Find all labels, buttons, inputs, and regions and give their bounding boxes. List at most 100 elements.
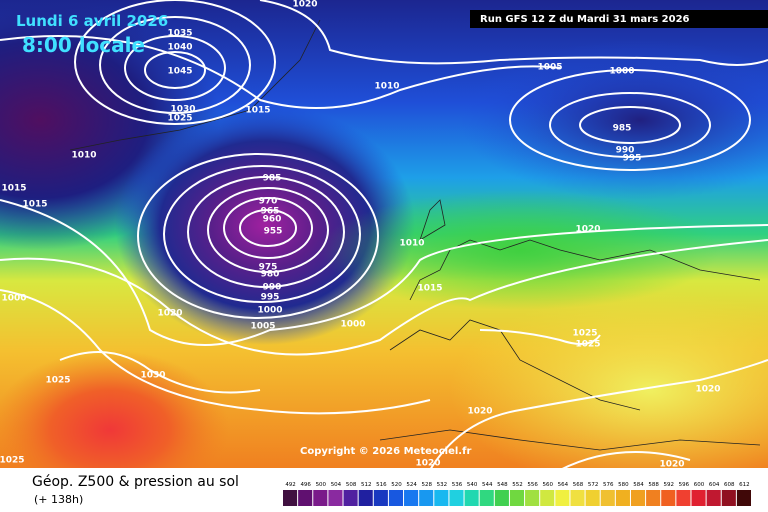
isobar-label: 985	[613, 124, 632, 134]
run-text: Run GFS 12 Z du Mardi 31 mars 2026	[480, 14, 690, 25]
colorbar-swatch	[721, 490, 736, 506]
colorbar-label: 552	[512, 482, 523, 488]
colorbar-swatch	[313, 490, 328, 506]
isobar-label: 980	[261, 270, 280, 280]
colorbar-swatch	[676, 490, 691, 506]
isobar-label: 1005	[250, 322, 275, 332]
isobar-label: 1010	[374, 82, 399, 92]
colorbar-swatch	[540, 490, 555, 506]
isobar-label: 1025	[45, 376, 70, 386]
isobar-label: 955	[264, 227, 283, 237]
isobar-label: 1000	[609, 67, 634, 77]
colorbar-swatch	[691, 490, 706, 506]
colorbar-swatch	[706, 490, 721, 506]
colorbar-swatch	[298, 490, 313, 506]
colorbar: 492 496 500 504 508 512 516 520 524 528 532 536 540 5…	[283, 482, 751, 506]
footer-title: Géop. Z500 & pression au sol	[32, 474, 239, 490]
isobar-label: 990	[616, 146, 635, 156]
isobar-label: 985	[263, 174, 282, 184]
colorbar-swatch	[358, 490, 373, 506]
colorbar-swatch	[600, 490, 615, 506]
colorbar-label: 560	[543, 482, 554, 488]
isobar-label: 1025	[167, 114, 192, 124]
colorbar-label: 520	[391, 482, 402, 488]
isobar-label: 1000	[340, 320, 365, 330]
isobar-label: 975	[259, 263, 278, 273]
isobar-label: 995	[623, 154, 642, 164]
isobar-label: 1020	[415, 459, 440, 469]
colorbar-label: 504	[331, 482, 342, 488]
isobar-label: 1000	[1, 294, 26, 304]
colorbar-label: 516	[376, 482, 387, 488]
colorbar-swatch	[373, 490, 388, 506]
colorbar-label: 584	[633, 482, 644, 488]
colorbar-label: 532	[437, 482, 448, 488]
isobar-label: 1020	[575, 225, 600, 235]
colorbar-label: 588	[648, 482, 659, 488]
colorbar-label: 564	[558, 482, 569, 488]
colorbar-swatch	[525, 490, 540, 506]
colorbar-swatch	[434, 490, 449, 506]
isobar-label: 1005	[537, 63, 562, 73]
colorbar-label: 536	[452, 482, 463, 488]
colorbar-label: 596	[679, 482, 690, 488]
isobar-label: 1010	[399, 239, 424, 249]
colorbar-label: 604	[709, 482, 720, 488]
isobar-label: 1025	[575, 340, 600, 350]
colorbar-label: 544	[482, 482, 493, 488]
colorbar-swatch	[646, 490, 661, 506]
isobar-label: 1015	[245, 106, 270, 116]
copyright: Copyright © 2026 Meteociel.fr	[300, 446, 471, 457]
date-text: Lundi 6 avril 2026	[16, 12, 168, 30]
isobar-label: 1025	[572, 329, 597, 339]
colorbar-label: 600	[694, 482, 705, 488]
isobar-label: 1020	[157, 309, 182, 319]
colorbar-label: 548	[497, 482, 508, 488]
colorbar-label: 608	[724, 482, 735, 488]
colorbar-label: 524	[406, 482, 417, 488]
time-text: 8:00 locale	[22, 33, 145, 57]
colorbar-label: 500	[316, 482, 327, 488]
isobars	[0, 0, 768, 470]
colorbar-swatch	[404, 490, 419, 506]
colorbar-label: 508	[346, 482, 357, 488]
colorbar-swatch	[494, 490, 509, 506]
colorbar-label: 568	[573, 482, 584, 488]
isobar-label: 965	[261, 207, 280, 217]
colorbar-swatch	[585, 490, 600, 506]
colorbar-label: 512	[361, 482, 372, 488]
isobar-label: 995	[261, 293, 280, 303]
isobar-label: 1020	[292, 0, 317, 10]
isobar-label: 1040	[167, 43, 192, 53]
colorbar-label: 556	[527, 482, 538, 488]
colorbar-swatch	[388, 490, 404, 506]
isobar-label: 1020	[659, 460, 684, 470]
isobar-label: 960	[263, 215, 282, 225]
colorbar-swatch	[736, 490, 751, 506]
isobar-label: 1000	[257, 306, 282, 316]
colorbar-swatch	[464, 490, 479, 506]
colorbar-swatch	[479, 490, 494, 506]
colorbar-label: 576	[603, 482, 614, 488]
colorbar-swatch	[570, 490, 585, 506]
run-box	[470, 10, 768, 28]
isobar-label: 1030	[170, 105, 195, 115]
isobar-label: 1035	[167, 29, 192, 39]
colorbar-swatch	[661, 490, 676, 506]
colorbar-label: 612	[739, 482, 750, 488]
colorbar-label: 592	[664, 482, 675, 488]
isobar-label: 1030	[140, 371, 165, 381]
colorbar-swatch	[449, 490, 464, 506]
isobar-label: 990	[263, 283, 282, 293]
colorbar-swatch	[419, 490, 434, 506]
colorbar-swatch	[555, 490, 570, 506]
colorbar-swatch	[615, 490, 630, 506]
isobar-label: 970	[259, 197, 278, 207]
colorbar-label: 540	[467, 482, 478, 488]
colorbar-label: 580	[618, 482, 629, 488]
isobar-label: 1020	[695, 385, 720, 395]
colorbar-swatch	[630, 490, 646, 506]
